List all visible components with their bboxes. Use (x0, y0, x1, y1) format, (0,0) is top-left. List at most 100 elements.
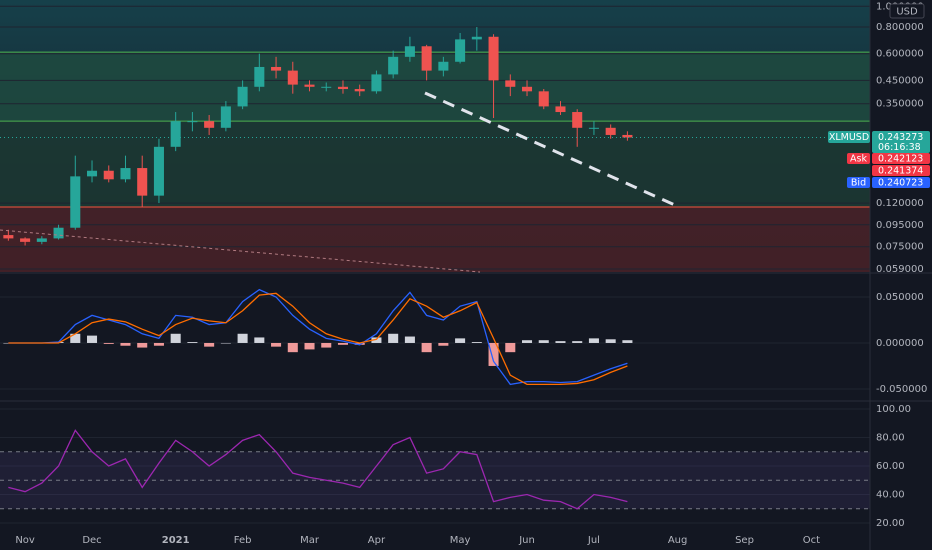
candle-body (187, 121, 198, 123)
histogram-bar (153, 342, 164, 346)
histogram-bar (87, 335, 98, 343)
x-tick-label: Mar (300, 535, 320, 546)
histogram-bar (103, 342, 114, 344)
zone (0, 52, 870, 122)
candle-body (522, 86, 533, 92)
histogram-bar (404, 336, 415, 343)
histogram-bar (170, 333, 181, 343)
candle-body (120, 168, 131, 180)
histogram-bar (438, 342, 449, 346)
y-tick-label: 0.450000 (876, 75, 924, 86)
histogram-bar (622, 340, 633, 343)
y-tick-label: 40.00 (876, 490, 905, 501)
trend-line (424, 91, 678, 208)
y-tick-label: 0.600000 (876, 49, 924, 60)
y-tick-label: -0.050000 (876, 384, 927, 395)
histogram-bar (471, 342, 482, 343)
mid-box (872, 165, 930, 176)
macd-line (8, 288, 628, 386)
bid-tag (847, 177, 870, 188)
symbol: XLMUSD (829, 132, 869, 143)
x-tick-label: Oct (803, 535, 820, 546)
y-tick-label: 0.050000 (876, 292, 924, 303)
histogram-bar (371, 337, 382, 343)
ask: 0.242123 (878, 154, 923, 165)
histogram-bar (588, 338, 599, 343)
candle-body (170, 121, 181, 147)
symbol-tag (828, 131, 870, 143)
y-tick-label: 0.800000 (876, 22, 924, 33)
candle-body (53, 227, 64, 239)
x-tick-label: Jun (518, 535, 535, 546)
histogram-bar (70, 333, 81, 343)
histogram-bar (287, 342, 298, 353)
bid-label: Bid (851, 178, 866, 189)
candle-body (287, 70, 298, 85)
candle-body (471, 36, 482, 40)
histogram-bar (505, 342, 516, 353)
candle-body (371, 74, 382, 92)
candle-body (421, 46, 432, 71)
histogram-bar (522, 340, 533, 343)
candle-body (404, 46, 415, 57)
histogram-bar (605, 339, 616, 343)
bid-box (872, 177, 930, 188)
bid: 0.240723 (878, 178, 923, 189)
price-group (0, 5, 870, 272)
x-tick-label: Sep (735, 535, 754, 546)
x-tick-label: Feb (234, 535, 252, 546)
rsi-group (0, 408, 870, 524)
candle-body (137, 168, 148, 196)
histogram-bar (354, 342, 365, 345)
zone (0, 121, 870, 208)
histogram-bar (455, 338, 466, 343)
histogram-bar (321, 342, 332, 348)
histogram-bar (220, 342, 231, 344)
histogram-bar (187, 342, 198, 343)
ask-box (872, 153, 930, 164)
candle-body (588, 127, 599, 129)
candle-body (271, 66, 282, 71)
candle-body (220, 106, 231, 128)
candle-body (572, 112, 583, 128)
candle-body (555, 106, 566, 113)
candle-body (505, 80, 516, 87)
y-tick-label: 20.00 (876, 518, 905, 529)
x-tick-label: Nov (15, 535, 35, 546)
price: 0.243273 (878, 132, 923, 143)
x-tick-label: Aug (668, 535, 688, 546)
candle-body (204, 121, 215, 128)
candle-body (388, 56, 399, 75)
candle-body (70, 176, 81, 228)
x-tick-label: 2021 (162, 535, 190, 546)
histogram-bar (337, 342, 348, 345)
histogram-bar (421, 342, 432, 353)
zone (0, 207, 870, 272)
candle-body (3, 235, 14, 239)
x-tick-label: Apr (368, 535, 386, 546)
currency-box[interactable] (889, 3, 925, 19)
y-tick-label: 0.000000 (876, 338, 924, 349)
candle-body (103, 170, 114, 180)
candle-body (538, 91, 549, 107)
histogram-bar (304, 342, 315, 350)
y-tick-label: 0.059000 (876, 264, 924, 275)
candle-body (438, 61, 449, 71)
candle-body (488, 36, 499, 81)
y-tick-label: 100.00 (876, 404, 911, 415)
candle-body (455, 39, 466, 62)
candle-body (605, 127, 616, 135)
countdown: 06:16:38 (878, 142, 921, 153)
currency: USD (896, 7, 918, 18)
histogram-bar (572, 341, 583, 343)
y-tick-label: 0.120000 (876, 198, 924, 209)
x-tick-label: Dec (82, 535, 101, 546)
histogram-bar (488, 342, 499, 366)
ask-tag (847, 153, 870, 164)
x-tick-label: May (450, 535, 471, 546)
histogram-bar (538, 340, 549, 343)
candle-body (36, 238, 47, 242)
y-tick-label: 80.00 (876, 432, 905, 443)
y-tick-label: 0.075000 (876, 242, 924, 253)
